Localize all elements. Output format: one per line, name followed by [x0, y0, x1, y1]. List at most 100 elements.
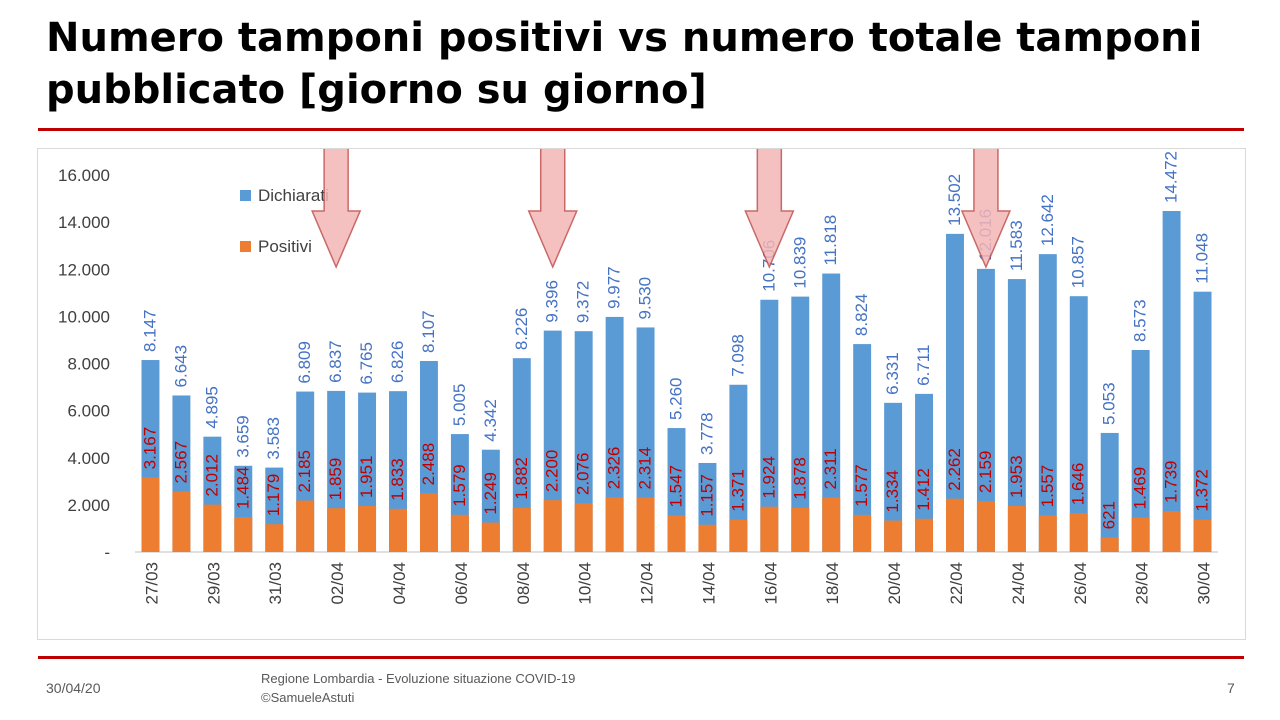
y-tick-label: 2.000	[67, 496, 110, 515]
label-positivi: 3.167	[140, 427, 159, 470]
bar-positivi	[1131, 517, 1150, 552]
x-tick-label: 08/04	[514, 562, 533, 605]
x-tick-label: 12/04	[638, 562, 657, 605]
x-tick-label: 29/03	[204, 562, 223, 605]
label-dichiarati: 6.837	[326, 340, 345, 383]
label-positivi: 2.314	[636, 447, 655, 490]
bar-dichiarati	[1038, 254, 1057, 552]
bar-dichiarati	[512, 358, 531, 552]
label-positivi: 1.924	[759, 456, 778, 499]
label-positivi: 1.882	[512, 457, 531, 500]
bar-positivi	[853, 514, 872, 552]
y-tick-label: 8.000	[67, 355, 110, 374]
label-positivi: 1.179	[264, 474, 283, 517]
label-dichiarati: 10.857	[1069, 236, 1088, 288]
label-positivi: 2.262	[945, 448, 964, 491]
bar-positivi	[667, 515, 686, 552]
label-positivi: 1.951	[357, 455, 376, 498]
bar-positivi	[636, 497, 655, 552]
bar-dichiarati	[543, 330, 562, 552]
page-number: 7	[1227, 680, 1235, 696]
bar-positivi	[1100, 537, 1119, 552]
legend-swatch-positivi	[240, 241, 251, 252]
bar-dichiarati	[915, 393, 934, 552]
label-positivi: 2.567	[171, 441, 190, 484]
label-positivi: 1.412	[914, 468, 933, 511]
label-positivi: 1.577	[852, 464, 871, 507]
bar-dichiarati	[976, 268, 995, 552]
label-dichiarati: 8.226	[512, 308, 531, 351]
y-tick-label: 10.000	[58, 307, 110, 326]
label-positivi: 1.557	[1038, 465, 1057, 508]
bar-positivi	[265, 524, 284, 552]
x-tick-label: 06/04	[452, 562, 471, 605]
label-dichiarati: 13.502	[945, 174, 964, 226]
bar-positivi	[946, 498, 964, 552]
bar-dichiarati	[1007, 279, 1026, 552]
label-dichiarati: 11.818	[821, 215, 840, 266]
label-dichiarati: 5.260	[667, 378, 686, 421]
x-tick-label: 28/04	[1133, 562, 1152, 605]
down-arrow-marker	[527, 149, 578, 269]
label-positivi: 1.833	[388, 458, 407, 501]
bar-dichiarati	[636, 327, 655, 552]
down-arrow-marker	[960, 149, 1012, 269]
label-dichiarati: 6.826	[388, 341, 407, 384]
label-dichiarati: 8.107	[419, 310, 438, 353]
label-positivi: 2.159	[976, 451, 995, 494]
label-positivi: 1.739	[1162, 460, 1181, 503]
bar-positivi	[915, 518, 934, 552]
y-tick-label: -	[104, 543, 110, 562]
bar-dichiarati	[791, 296, 810, 552]
x-tick-label: 14/04	[699, 562, 718, 605]
legend-label-positivi: Positivi	[258, 237, 312, 256]
label-positivi: 2.185	[295, 450, 314, 493]
label-positivi: 2.326	[605, 447, 624, 490]
bar-positivi	[1007, 505, 1026, 552]
bar-dichiarati	[884, 402, 903, 552]
bar-positivi	[605, 497, 624, 552]
label-dichiarati: 6.809	[295, 341, 314, 384]
x-tick-label: 04/04	[390, 562, 409, 605]
bar-positivi	[1038, 515, 1057, 552]
title-rule	[38, 128, 1244, 131]
bar-positivi	[450, 514, 469, 552]
x-tick-label: 24/04	[1009, 562, 1028, 605]
chart-area: - 2.000 4.000 6.000 8.000 10.000 12.000 14.000 1…	[37, 148, 1246, 640]
label-positivi: 1.484	[233, 466, 252, 509]
label-dichiarati: 4.895	[202, 386, 221, 429]
label-dichiarati: 12.642	[1038, 194, 1057, 246]
label-positivi: 2.012	[202, 454, 221, 497]
label-dichiarati: 11.583	[1007, 220, 1026, 271]
down-arrow-marker	[744, 149, 795, 269]
label-dichiarati: 6.711	[914, 345, 933, 386]
footer-source-line2: ©SamueleAstuti	[261, 690, 355, 705]
bar-positivi	[760, 506, 779, 552]
bar-dichiarati	[605, 316, 624, 552]
bar-chart: - 2.000 4.000 6.000 8.000 10.000 12.000 14.000 1…	[58, 149, 1218, 605]
label-dichiarati: 8.147	[140, 309, 159, 352]
y-tick-label: 4.000	[67, 449, 110, 468]
footer-source-line1: Regione Lombardia - Evoluzione situazion…	[261, 671, 576, 686]
y-tick-label: 6.000	[67, 402, 110, 421]
label-dichiarati: 8.573	[1131, 299, 1150, 342]
label-positivi: 2.076	[574, 453, 593, 496]
label-positivi: 2.311	[821, 448, 840, 489]
label-positivi: 1.878	[790, 457, 809, 500]
bar-dichiarati	[946, 233, 964, 552]
bar-dichiarati	[1162, 211, 1181, 552]
label-dichiarati: 8.824	[852, 294, 871, 337]
label-dichiarati: 7.098	[728, 334, 747, 377]
label-positivi: 1.249	[481, 472, 500, 515]
bar-dichiarati	[853, 344, 872, 552]
y-tick-label: 16.000	[58, 166, 110, 185]
legend-swatch-dichiarati	[240, 190, 251, 201]
label-positivi: 1.547	[667, 465, 686, 508]
label-dichiarati: 6.331	[883, 352, 902, 395]
label-positivi: 1.334	[883, 470, 902, 513]
bar-positivi	[822, 497, 841, 552]
label-dichiarati: 3.778	[697, 412, 716, 455]
bar-positivi	[698, 524, 717, 552]
label-positivi: 1.371	[728, 469, 747, 512]
bar-positivi	[481, 522, 500, 552]
